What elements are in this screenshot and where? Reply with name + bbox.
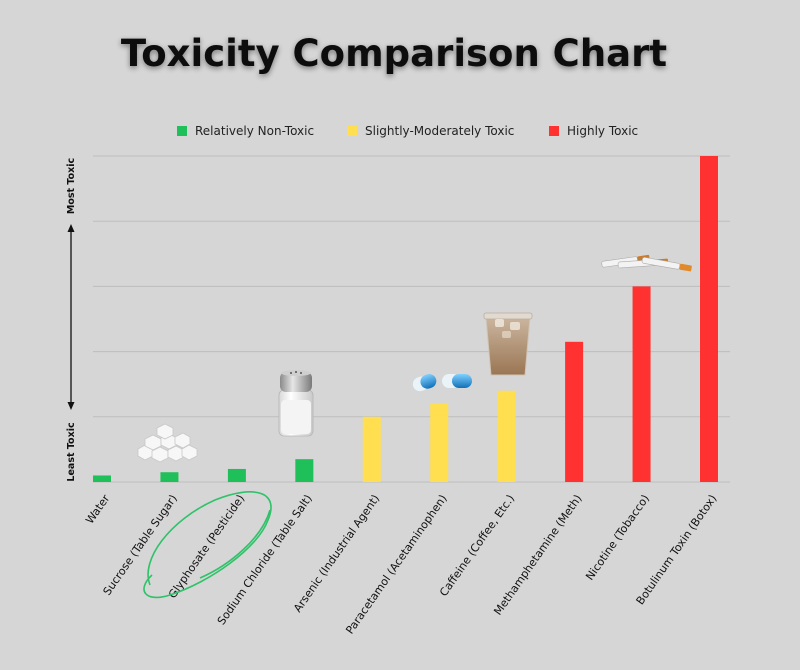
legend: Relatively Non-Toxic Slightly-Moderately… (177, 124, 638, 138)
legend-item-moderate: Slightly-Moderately Toxic (347, 124, 514, 138)
x-tick-label: Water (83, 492, 113, 526)
bar-water (93, 475, 111, 482)
y-axis-bottom-label: Least Toxic (66, 422, 77, 481)
salt-shaker-icon (278, 370, 314, 437)
bar-sucrose-table-sugar (160, 472, 179, 482)
bar-nicotine-tobacco (632, 286, 651, 482)
legend-swatch-moderate (347, 126, 357, 136)
x-tick-label: Botulinum Toxin (Botox) (634, 492, 720, 607)
legend-item-non-toxic: Relatively Non-Toxic (177, 124, 314, 138)
pill-capsules-icon (412, 374, 472, 392)
x-tick-label: Nicotine (Tobacco) (583, 492, 652, 583)
bars (93, 156, 718, 482)
gridlines (93, 155, 730, 483)
legend-label-highly-toxic: Highly Toxic (567, 124, 638, 138)
x-tick-label: Glyphosate (Pesticide) (166, 492, 247, 601)
x-tick-label: Caffeine (Coffee, Etc.) (437, 492, 517, 599)
bar-sodium-chloride-table-salt (295, 459, 314, 482)
legend-label-moderate: Slightly-Moderately Toxic (365, 124, 514, 138)
bar-caffeine-coffee-etc (497, 390, 516, 482)
y-axis-top-label: Most Toxic (66, 158, 77, 214)
bar-paracetamol-acetaminophen (430, 403, 449, 482)
cigarettes-icon (601, 254, 692, 272)
bar-botulinum-toxin-botox (700, 156, 718, 482)
legend-label-non-toxic: Relatively Non-Toxic (195, 124, 314, 138)
legend-swatch-non-toxic (177, 126, 187, 136)
legend-item-highly-toxic: Highly Toxic (549, 124, 638, 138)
glyphosate-highlight-circle (143, 491, 272, 599)
x-tick-label: Sucrose (Table Sugar) (101, 492, 180, 598)
y-axis-arrow (67, 224, 75, 410)
sugar-cubes-icon (137, 423, 198, 463)
chart-title: Toxicity Comparison Chart (121, 32, 667, 75)
legend-swatch-highly-toxic (549, 126, 559, 136)
bar-methamphetamine-meth (565, 341, 584, 482)
bar-glyphosate-pesticide (227, 468, 246, 482)
bar-arsenic-industrial-agent (362, 416, 381, 482)
iced-coffee-icon (483, 312, 533, 376)
